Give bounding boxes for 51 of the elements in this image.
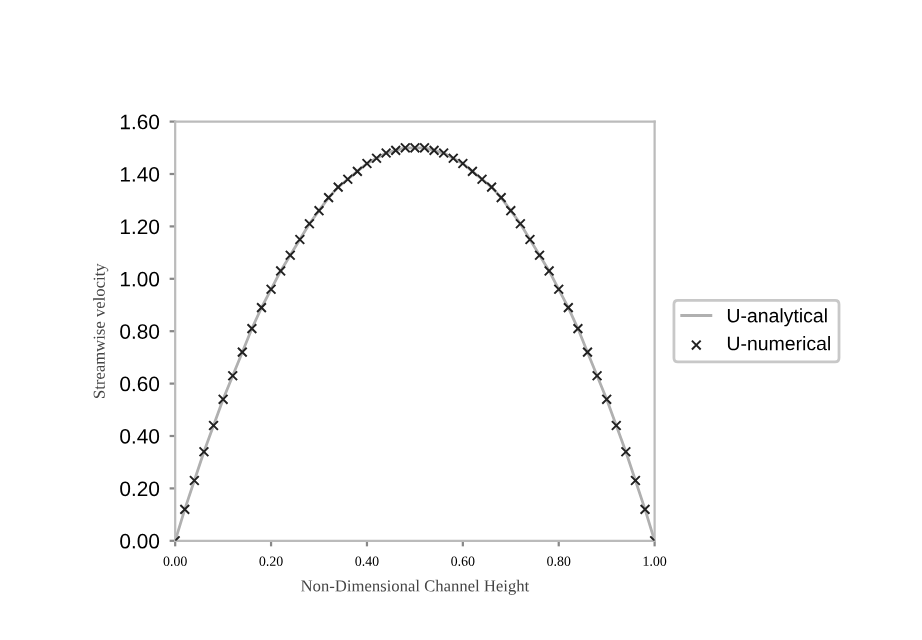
point (352, 166, 363, 177)
y-tick-label: 1.60 (120, 114, 160, 130)
point (323, 192, 334, 203)
y-tick-label: 0.40 (120, 429, 160, 444)
point (630, 475, 641, 486)
point (524, 234, 536, 245)
point (294, 234, 306, 245)
point (620, 446, 632, 458)
legend-label: U-analytical (727, 308, 827, 327)
point (639, 504, 651, 515)
point (543, 265, 555, 277)
y-tick-label: 0.80 (120, 324, 160, 339)
point (217, 393, 229, 405)
point (572, 323, 584, 334)
point (591, 370, 603, 382)
legend-label: U-numerical (727, 336, 830, 351)
point (227, 370, 239, 382)
y-tick-label: 1.20 (120, 219, 160, 235)
point (476, 173, 488, 185)
point (198, 446, 210, 458)
point (562, 302, 574, 313)
point (610, 420, 622, 431)
y-tick-label: 0.00 (120, 533, 160, 549)
point (332, 181, 344, 193)
point (284, 249, 296, 261)
y-axis-title: Streamwise velocity (93, 263, 109, 398)
point (534, 249, 545, 261)
point (486, 181, 497, 193)
point (515, 218, 526, 230)
point (236, 346, 248, 358)
point (275, 265, 287, 277)
point (179, 504, 191, 515)
y-tick-label: 1.40 (120, 167, 160, 182)
point (467, 166, 478, 177)
point (256, 302, 267, 313)
y-tick-label: 0.20 (120, 481, 160, 497)
point (505, 205, 517, 217)
point (246, 323, 258, 334)
point (189, 475, 200, 486)
y-tick-label: 0.60 (120, 376, 160, 392)
point (304, 218, 315, 230)
point (208, 420, 219, 431)
point (313, 205, 325, 217)
y-tick-label: 1.00 (120, 271, 160, 287)
x-axis-title: Non-Dimensional Channel Height (301, 579, 530, 595)
point (265, 283, 277, 295)
point (495, 192, 507, 203)
point (582, 346, 593, 358)
point (342, 173, 354, 185)
point (553, 283, 565, 295)
point (601, 393, 613, 405)
